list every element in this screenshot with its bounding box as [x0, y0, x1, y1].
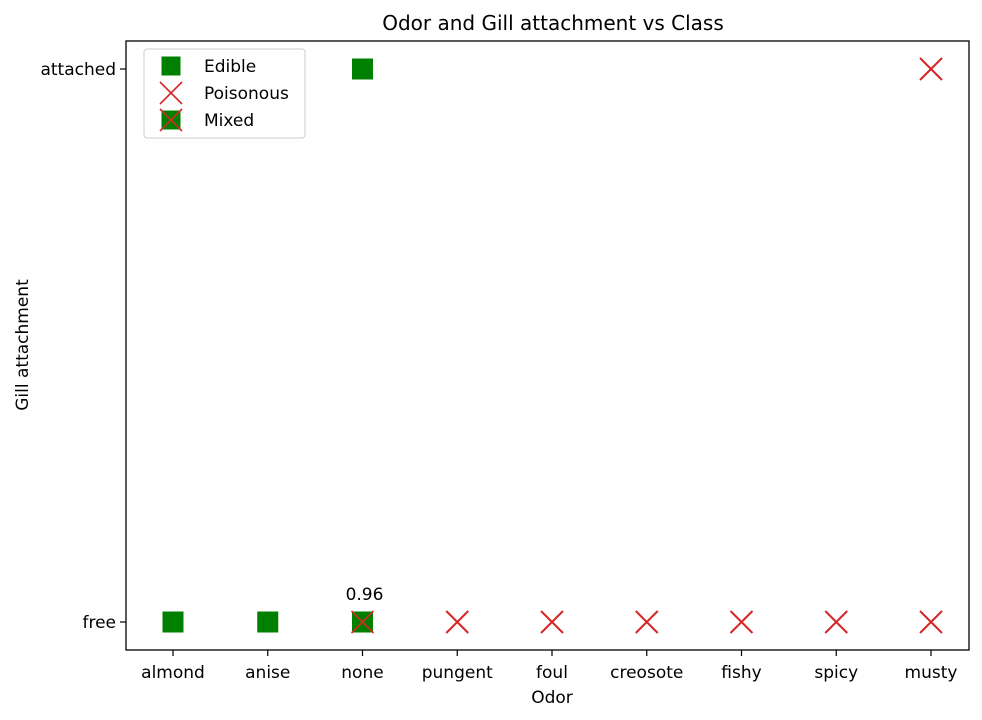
data-point-edible	[162, 611, 184, 633]
edible-marker	[162, 611, 184, 633]
edible-marker	[352, 58, 373, 80]
x-tick-label: none	[341, 663, 383, 683]
x-tick-label: foul	[536, 663, 568, 683]
poisonous-marker	[919, 610, 943, 634]
data-point-edible	[257, 611, 279, 633]
legend-label: Mixed	[204, 111, 254, 131]
x-tick-label: almond	[141, 663, 205, 683]
data-point-edible	[352, 58, 373, 80]
poisonous-marker	[445, 610, 469, 634]
poisonous-marker	[159, 108, 183, 132]
legend-label: Poisonous	[204, 84, 289, 104]
x-tick-label: pungent	[422, 663, 493, 683]
poisonous-marker	[540, 610, 564, 634]
edible-marker	[161, 56, 181, 76]
data-point-poisonous	[919, 610, 943, 634]
legend-frame	[143, 48, 306, 139]
legend-entry: Poisonous	[159, 81, 289, 105]
legend-entry: Mixed	[159, 108, 254, 132]
legend-entry: Edible	[161, 56, 256, 77]
poisonous-marker	[824, 610, 848, 634]
x-tick-label: fishy	[721, 663, 761, 683]
poisonous-marker	[635, 610, 659, 634]
data-point-poisonous	[445, 610, 469, 634]
x-tick-label: creosote	[610, 663, 683, 683]
poisonous-marker	[350, 610, 375, 634]
data-point-poisonous	[540, 610, 564, 634]
data-point-mixed: 0.96	[346, 585, 384, 634]
data-point-poisonous	[729, 610, 754, 634]
x-tick-label: spicy	[814, 663, 858, 683]
data-point-poisonous	[635, 610, 659, 634]
x-axis: almond anise none pungent foul creosote fishy s…	[141, 650, 957, 683]
poisonous-marker	[919, 57, 943, 81]
y-tick-label: attached	[40, 60, 116, 80]
data-point-poisonous	[824, 610, 848, 634]
plot-area-frame	[125, 40, 970, 651]
poisonous-marker	[729, 610, 754, 634]
data-point-poisonous	[919, 57, 943, 81]
edible-marker	[257, 611, 279, 633]
point-annotation: 0.96	[346, 585, 384, 605]
y-axis: free attached	[40, 60, 126, 633]
x-tick-label: musty	[905, 663, 958, 683]
y-tick-label: free	[82, 613, 116, 633]
y-axis-label: Gill attachment	[13, 279, 33, 411]
poisonous-marker	[159, 81, 183, 105]
chart-title: Odor and Gill attachment vs Class	[382, 11, 724, 35]
data-points: 0.96	[162, 57, 943, 634]
legend-label: Edible	[204, 57, 256, 77]
x-tick-label: anise	[245, 663, 290, 683]
legend: Edible Poisonous Mixed	[143, 48, 306, 139]
x-axis-label: Odor	[531, 688, 573, 708]
